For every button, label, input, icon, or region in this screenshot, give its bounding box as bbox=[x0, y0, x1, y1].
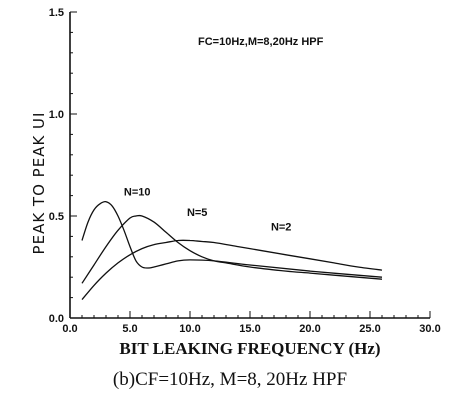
series-label-n-2: N=2 bbox=[271, 221, 292, 233]
x-tick-label: 5.0 bbox=[122, 323, 137, 335]
series-line-n-5 bbox=[81, 214, 383, 284]
axes bbox=[69, 12, 430, 319]
series-label-n-10: N=10 bbox=[124, 187, 151, 199]
series-labels: N=10 N=5 N=2 bbox=[124, 187, 292, 234]
x-tick-label: 25.0 bbox=[359, 323, 380, 335]
y-tick-label: 0.0 bbox=[49, 313, 64, 325]
y-tick-label: 1.5 bbox=[49, 7, 64, 19]
x-tick-label: 30.0 bbox=[419, 323, 440, 335]
x-tick-label: 15.0 bbox=[239, 323, 260, 335]
series-line-n-2 bbox=[81, 239, 383, 301]
series-label-n-5: N=5 bbox=[187, 207, 208, 219]
x-tick-label: 10.0 bbox=[179, 323, 200, 335]
y-tick-label: 1.0 bbox=[49, 109, 64, 121]
chart-annotation: FC=10Hz,M=8,20Hz HPF bbox=[198, 36, 324, 48]
x-tick-label: 0.0 bbox=[62, 323, 77, 335]
ticks: 0.0 5.0 10.0 15.0 20.0 25.0 30.0 0.0 0.5 1.0 1.5 bbox=[49, 7, 441, 335]
figure-caption: (b)CF=10Hz, M=8, 20Hz HPF bbox=[113, 369, 347, 390]
y-tick-label: 0.5 bbox=[49, 211, 64, 223]
x-tick-label: 20.0 bbox=[299, 323, 320, 335]
series-line-n-10 bbox=[81, 200, 383, 278]
x-axis-label: BIT LEAKING FREQUENCY (Hz) bbox=[119, 339, 380, 358]
series-group bbox=[81, 200, 383, 301]
y-axis-label: PEAK TO PEAK UI bbox=[30, 112, 48, 255]
